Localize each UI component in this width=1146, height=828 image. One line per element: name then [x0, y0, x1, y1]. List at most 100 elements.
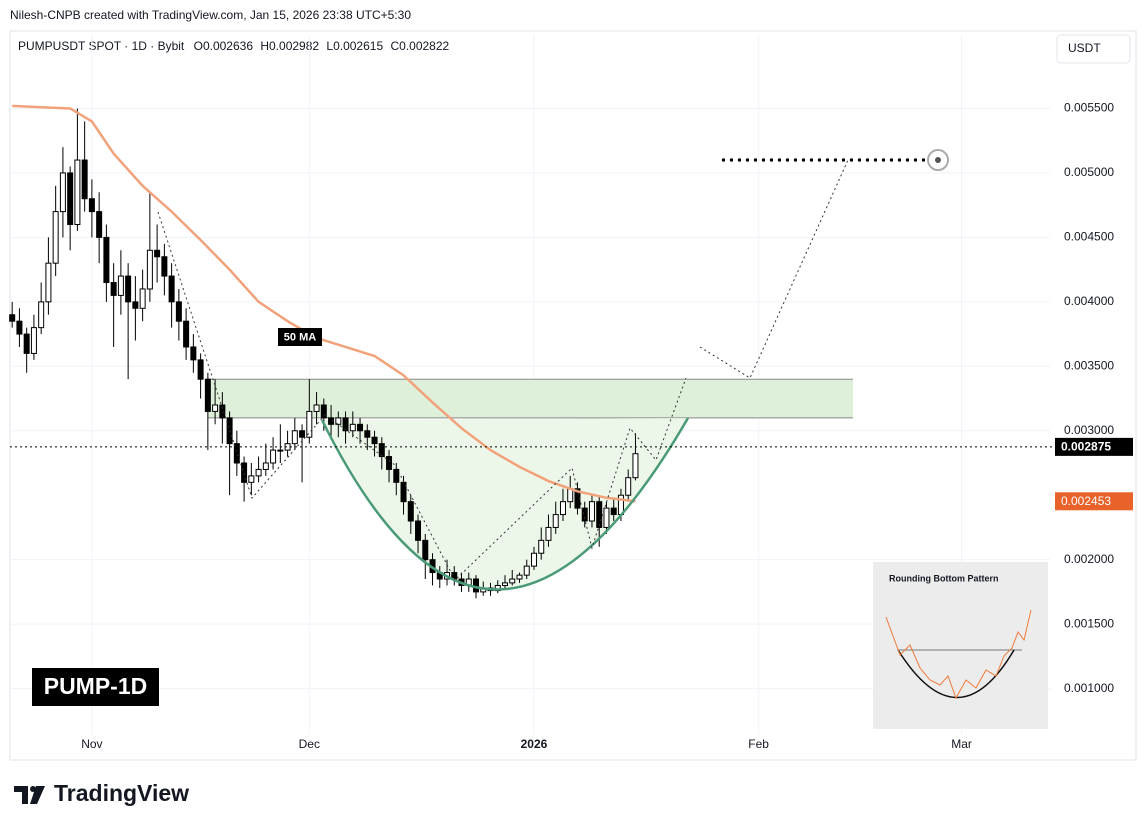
inset-curve [897, 649, 1015, 699]
candle-body [516, 574, 523, 580]
ma-price-label: 0.002453 [1061, 494, 1111, 508]
ticker-label: PUMP-1D [44, 673, 148, 699]
candle-body [523, 565, 530, 576]
logo [14, 786, 45, 804]
candle-body [378, 443, 385, 458]
swing-path [157, 211, 687, 581]
candle-body [110, 282, 117, 296]
candle-body [241, 462, 248, 483]
zone-layer [208, 378, 853, 419]
candle-body [23, 333, 30, 354]
candle-body [59, 172, 66, 213]
candle-body [552, 514, 559, 528]
x-tick-label: Nov [81, 737, 102, 751]
candle-body [146, 249, 153, 290]
candle-body [38, 301, 45, 329]
currency[interactable]: USDT [1068, 41, 1101, 55]
symbol: PUMPUSDT SPOT · 1D · Bybit [18, 39, 185, 53]
candle-body [632, 453, 639, 479]
candle-body [154, 249, 161, 258]
candle-body [299, 430, 306, 438]
candle-body [103, 236, 110, 284]
candle-body [415, 520, 422, 541]
ma-label-box [278, 328, 322, 346]
high: H0.002982 [260, 39, 319, 53]
candle-body [588, 501, 595, 522]
candle-body [139, 288, 146, 309]
logo-icon [14, 786, 45, 804]
x-tick-label: Mar [951, 737, 972, 751]
candle-body [581, 507, 588, 522]
projection [157, 159, 849, 581]
rounding-curve [320, 417, 690, 591]
y-tick-label: 0.001500 [1064, 616, 1114, 630]
candle-body [313, 404, 320, 412]
candle-body [168, 275, 175, 303]
candle-body [81, 159, 88, 200]
candle-body [52, 211, 59, 264]
ma-price-tag [1055, 492, 1133, 511]
candle-body [125, 275, 132, 303]
y-tick-label: 0.004000 [1064, 294, 1114, 308]
candle-body [545, 526, 552, 541]
chart-frame [9, 30, 1137, 761]
candle-body [9, 314, 16, 322]
y-tick-label: 0.001000 [1064, 681, 1114, 695]
candle-body [74, 159, 81, 226]
resistance-zone [208, 379, 853, 418]
candle-body [596, 501, 603, 528]
candle-body [335, 417, 342, 425]
candle-body [349, 423, 356, 432]
candle-body [45, 262, 52, 303]
candle-body [88, 198, 95, 213]
y-tick-label: 0.004500 [1064, 230, 1114, 244]
x-tick-label: 2026 [521, 737, 548, 751]
candle-body [357, 423, 364, 432]
currency-button[interactable] [1056, 34, 1131, 64]
y-tick-label: 0.003000 [1064, 423, 1114, 437]
candle-body [291, 430, 298, 445]
candle-body [530, 552, 537, 567]
candle-body [407, 501, 414, 522]
last-price-tag [1055, 437, 1133, 456]
brand: TradingView [54, 780, 189, 806]
close: C0.002822 [390, 39, 449, 53]
candle-body [132, 301, 139, 309]
y-tick-label: 0.005500 [1064, 101, 1114, 115]
candle-body [67, 172, 74, 226]
candle-body [473, 578, 480, 593]
candle-body [197, 359, 204, 380]
candle-body [328, 417, 335, 425]
open: O0.002636 [194, 39, 254, 53]
candle-body [161, 256, 168, 277]
candle-body [610, 507, 617, 516]
candle-body [248, 475, 255, 483]
inset-title: Rounding Bottom Pattern [889, 573, 999, 583]
candle-body [509, 578, 516, 584]
candle-body [306, 410, 313, 438]
x-tick-label: Dec [299, 737, 320, 751]
y-tick-label: 0.002000 [1064, 552, 1114, 566]
candle-body [117, 275, 124, 296]
candle-body [204, 378, 211, 412]
target-dot [935, 157, 941, 164]
candle-body [255, 468, 262, 477]
candle-body [603, 507, 610, 528]
candle-body [233, 443, 240, 464]
candle-body [538, 539, 545, 554]
inset-box [873, 562, 1048, 729]
candle-body [342, 417, 349, 432]
candle-body [183, 320, 190, 348]
candle-body [625, 477, 632, 496]
candle-body [30, 327, 37, 354]
ma-label: 50 MA [284, 331, 316, 343]
candle-body [190, 346, 197, 361]
candle-body [559, 501, 566, 516]
candle-body [16, 320, 23, 335]
candle-body [364, 430, 371, 438]
candle-body [212, 404, 219, 412]
candle-body [393, 468, 400, 483]
bowl-fill [322, 418, 688, 590]
logo-dot [30, 786, 36, 792]
